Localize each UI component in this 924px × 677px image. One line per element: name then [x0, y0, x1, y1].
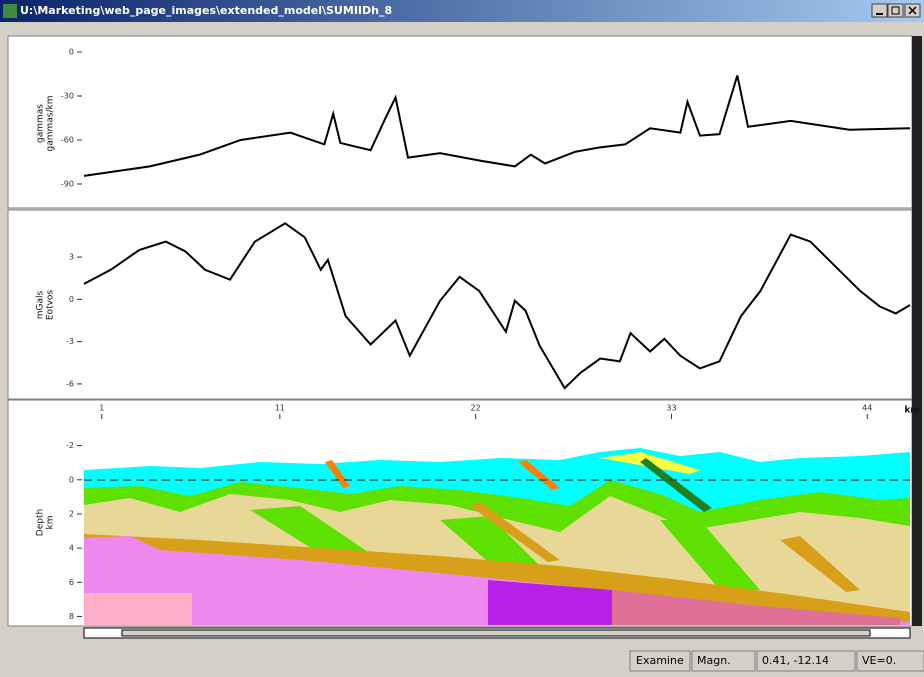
x-tick-label: 22: [471, 404, 481, 413]
y-tick-label: 2: [69, 509, 74, 518]
y-tick-label: -2: [66, 441, 74, 450]
window-buttons[interactable]: [872, 4, 920, 17]
vertical-scrollbar[interactable]: [912, 36, 922, 626]
y-tick-label: -30: [61, 92, 74, 101]
y-axis-label: Depth: [36, 509, 46, 536]
scroll-thumb[interactable]: [122, 630, 870, 636]
y-tick-label: 0: [69, 475, 74, 484]
y-axis-label: mGals: [36, 290, 46, 319]
y-tick-label: 0: [69, 295, 74, 304]
y-tick-label: 8: [69, 612, 74, 621]
x-tick-label: 33: [666, 404, 676, 413]
window-title: U:\Marketing\web_page_images\extended_mo…: [20, 4, 392, 17]
y-tick-label: 3: [69, 253, 74, 262]
x-tick-label: 1: [99, 404, 104, 413]
y-tick-label: -90: [61, 179, 74, 188]
y-tick-label: 6: [69, 578, 74, 587]
y-axis-label: km: [46, 516, 56, 530]
status-text: Examine: [636, 654, 684, 667]
geology-section: [84, 448, 910, 625]
y-tick-label: -6: [66, 379, 74, 388]
x-axis-unit: km: [904, 406, 919, 416]
y-tick-label: 4: [69, 544, 74, 553]
x-tick-label: 44: [862, 404, 872, 413]
y-tick-label: -3: [66, 337, 74, 346]
page: {"window": {"title": "U:\\Marketing\\web…: [0, 0, 924, 673]
status-text: Magn.: [697, 654, 731, 667]
maximize-button[interactable]: [888, 4, 903, 17]
y-axis-label: gammas: [36, 104, 46, 143]
window: U:\Marketing\web_page_images\extended_mo…: [0, 0, 924, 673]
status-text: VE=0.: [862, 654, 896, 667]
minimize-button[interactable]: [872, 4, 887, 17]
x-tick-label: 11: [275, 404, 285, 413]
y-axis-label: gammas/km: [46, 96, 56, 152]
y-tick-label: 0: [69, 48, 74, 57]
app-icon: [3, 4, 17, 18]
panel-2: [8, 210, 912, 399]
status-text: 0.41, -12.14: [762, 654, 829, 667]
y-tick-label: -60: [61, 135, 74, 144]
y-axis-label: Eotvos: [46, 290, 56, 321]
